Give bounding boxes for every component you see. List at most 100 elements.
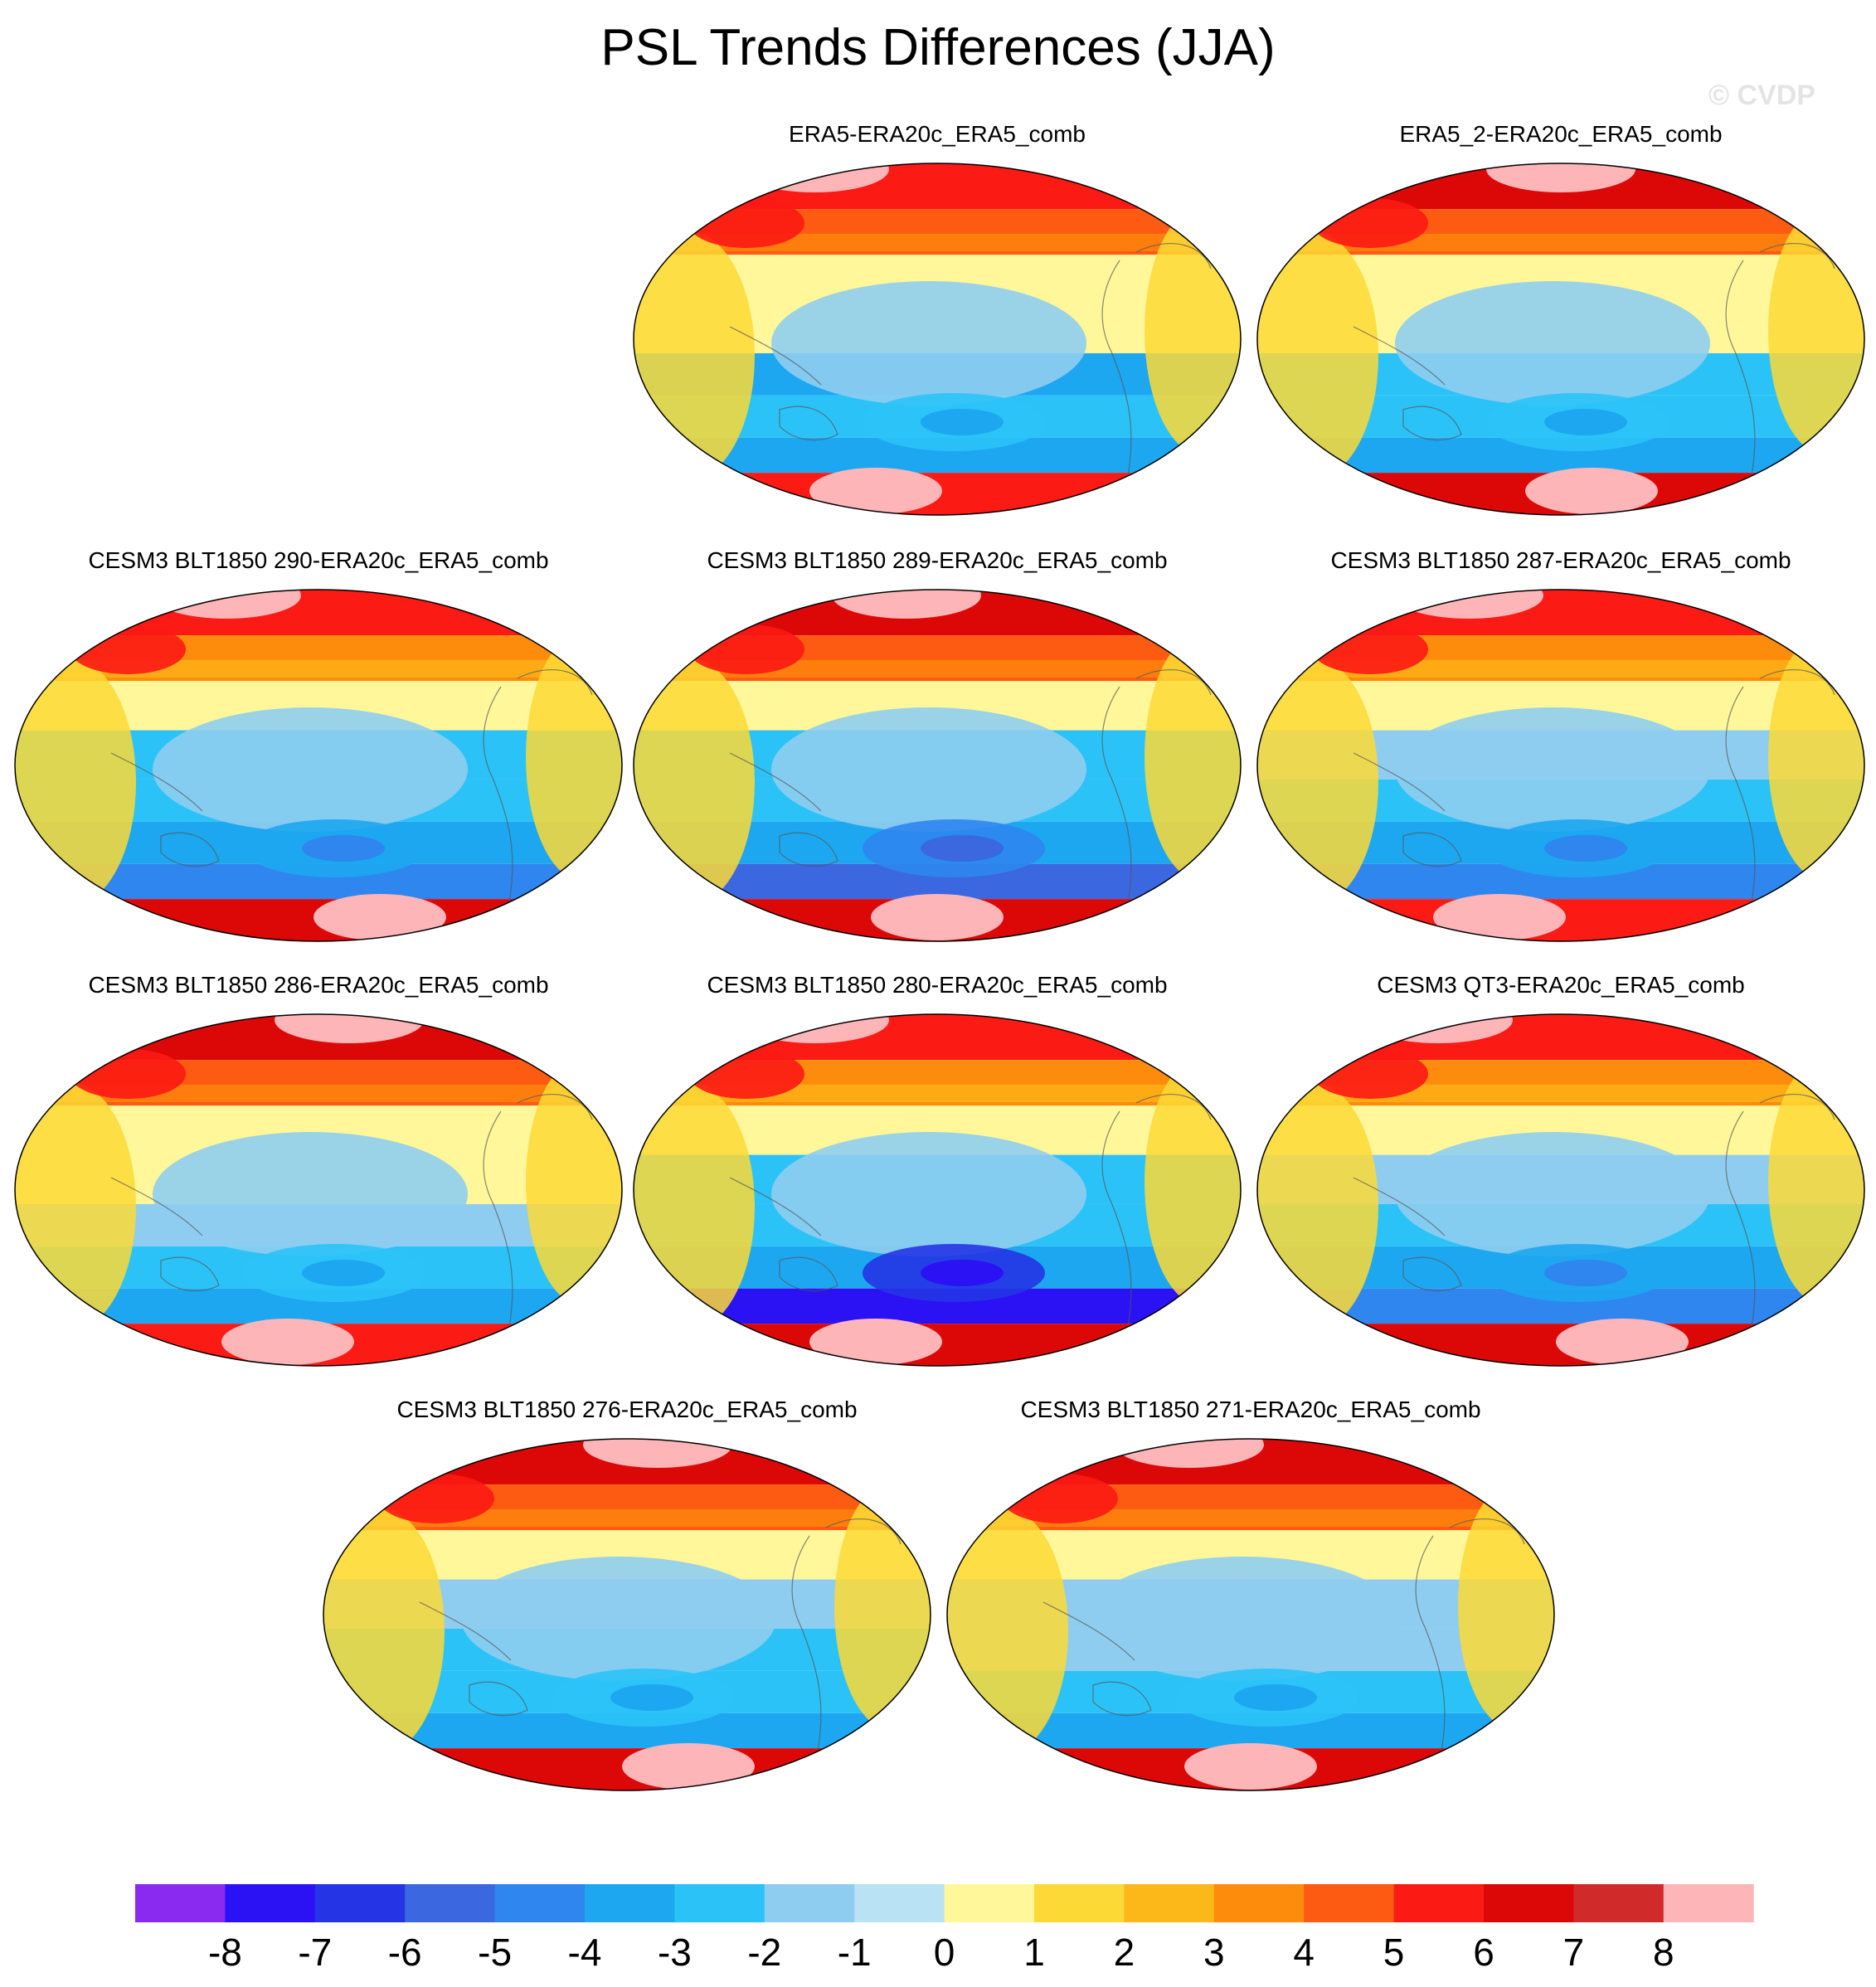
- coastline: [469, 1681, 528, 1717]
- colorbar-tick-label: -8: [208, 1931, 242, 1974]
- colorbar-bin: [1124, 1884, 1215, 1922]
- map-blob: [871, 894, 1004, 940]
- coastline: [1353, 326, 1446, 386]
- global-map: [14, 589, 623, 942]
- colorbar-tick-label: -3: [658, 1931, 692, 1974]
- global-map: [946, 1438, 1555, 1791]
- colorbar-tick-label: 8: [1653, 1931, 1674, 1974]
- map-blob: [610, 1684, 693, 1711]
- colorbar-bin: [1663, 1884, 1754, 1922]
- map-blob: [302, 1260, 385, 1286]
- colorbar-bin: [1034, 1884, 1125, 1922]
- map-blob: [809, 1319, 942, 1365]
- colorbar-tick-label: 2: [1114, 1931, 1135, 1974]
- map-band: [1257, 1014, 1864, 1061]
- coastline: [1101, 1110, 1132, 1328]
- colorbar-bin: [764, 1884, 855, 1922]
- colorbar-tick-label: -7: [298, 1931, 332, 1974]
- map-panel: CESM3 BLT1850 290-ERA20c_ERA5_comb: [12, 547, 625, 944]
- page-title: PSL Trends Differences (JJA): [600, 19, 1276, 76]
- coastline: [1402, 832, 1462, 867]
- colorbar-tick-label: -6: [388, 1931, 422, 1974]
- coastline: [517, 1094, 593, 1120]
- map-band: [634, 163, 1241, 210]
- coastline: [1135, 243, 1212, 270]
- colorbar-tick-label: 0: [934, 1931, 955, 1974]
- map-outline: [14, 589, 623, 942]
- map-outline: [14, 1013, 623, 1367]
- colorbar-bin: [1393, 1884, 1485, 1922]
- map-outline: [323, 1438, 931, 1791]
- colorbar-tick-label: -5: [478, 1931, 512, 1974]
- coastline: [1415, 1535, 1446, 1752]
- map-blob: [1395, 707, 1710, 832]
- map-blob: [1234, 1684, 1317, 1711]
- coastline: [483, 686, 513, 903]
- map-blob: [378, 1474, 494, 1523]
- colorbar-tick-label: 6: [1473, 1931, 1494, 1974]
- map-blob: [809, 468, 942, 514]
- map-blob: [832, 590, 981, 619]
- map-panel: CESM3 BLT1850 289-ERA20c_ERA5_comb: [630, 547, 1244, 944]
- map-blob: [461, 1557, 776, 1681]
- coastline: [1092, 1681, 1152, 1717]
- colorbar-tick-label: 4: [1293, 1931, 1315, 1974]
- colorbar-bin: [1304, 1884, 1395, 1922]
- coastline: [483, 1110, 513, 1328]
- map-blob: [1433, 894, 1566, 940]
- coastline: [1353, 1177, 1446, 1236]
- map-blob: [302, 835, 385, 862]
- map-blob: [70, 624, 186, 674]
- coastline: [419, 1601, 512, 1661]
- colorbar-bin: [314, 1884, 406, 1922]
- global-map: [1256, 163, 1865, 516]
- map-panel: CESM3 QT3-ERA20c_ERA5_comb: [1254, 972, 1868, 1368]
- colorbar-tick-label: 1: [1023, 1931, 1045, 1974]
- colorbar-tick-label: -1: [838, 1931, 872, 1974]
- panel-title: CESM3 QT3-ERA20c_ERA5_comb: [1377, 972, 1745, 998]
- map-blob: [1486, 163, 1635, 192]
- coastline: [791, 1535, 822, 1752]
- coastline: [160, 1256, 220, 1292]
- colorbar-tick-label: 5: [1383, 1931, 1405, 1974]
- map-outline: [633, 589, 1242, 942]
- colorbar-tick-label: -4: [568, 1931, 602, 1974]
- colorbar-bin: [405, 1884, 496, 1922]
- global-map: [323, 1438, 931, 1791]
- map-blob: [70, 1049, 186, 1099]
- coastline: [1042, 1601, 1135, 1661]
- panel-title: CESM3 BLT1850 286-ERA20c_ERA5_comb: [88, 972, 549, 998]
- map-outline: [946, 1438, 1555, 1791]
- map-blob: [275, 1014, 424, 1043]
- map-blob: [688, 624, 804, 674]
- colorbar-bin: [585, 1884, 675, 1922]
- map-blob: [771, 707, 1086, 832]
- map-blob: [583, 1439, 732, 1468]
- map-panel: CESM3 BLT1850 287-ERA20c_ERA5_comb: [1254, 547, 1868, 944]
- colorbar-bin: [135, 1884, 226, 1922]
- coastline: [779, 832, 838, 867]
- map-blob: [1085, 1557, 1400, 1681]
- colorbar-bin: [1484, 1884, 1574, 1922]
- coastline: [110, 1177, 203, 1236]
- coastline: [1402, 1256, 1462, 1292]
- panel-title: ERA5_2-ERA20c_ERA5_comb: [1399, 121, 1723, 147]
- coastline: [1449, 1518, 1525, 1545]
- coastline: [1135, 1094, 1212, 1120]
- global-map: [633, 589, 1242, 942]
- global-map: [633, 1013, 1242, 1367]
- coastline: [729, 326, 822, 386]
- map-panel: CESM3 BLT1850 276-ERA20c_ERA5_comb: [320, 1397, 934, 1793]
- colorbar-bin: [944, 1884, 1035, 1922]
- coastline: [729, 1177, 822, 1236]
- map-blob: [1525, 468, 1658, 514]
- map-blob: [1115, 1439, 1264, 1468]
- map-blob: [1312, 198, 1428, 248]
- map-panel: CESM3 BLT1850 271-ERA20c_ERA5_comb: [944, 1397, 1558, 1793]
- map-blob: [771, 1132, 1086, 1256]
- global-map: [1256, 1013, 1865, 1367]
- colorbar-bin: [854, 1884, 945, 1922]
- map-blob: [622, 1743, 755, 1790]
- panel-title: CESM3 BLT1850 290-ERA20c_ERA5_comb: [88, 547, 549, 573]
- coastline: [1353, 752, 1446, 812]
